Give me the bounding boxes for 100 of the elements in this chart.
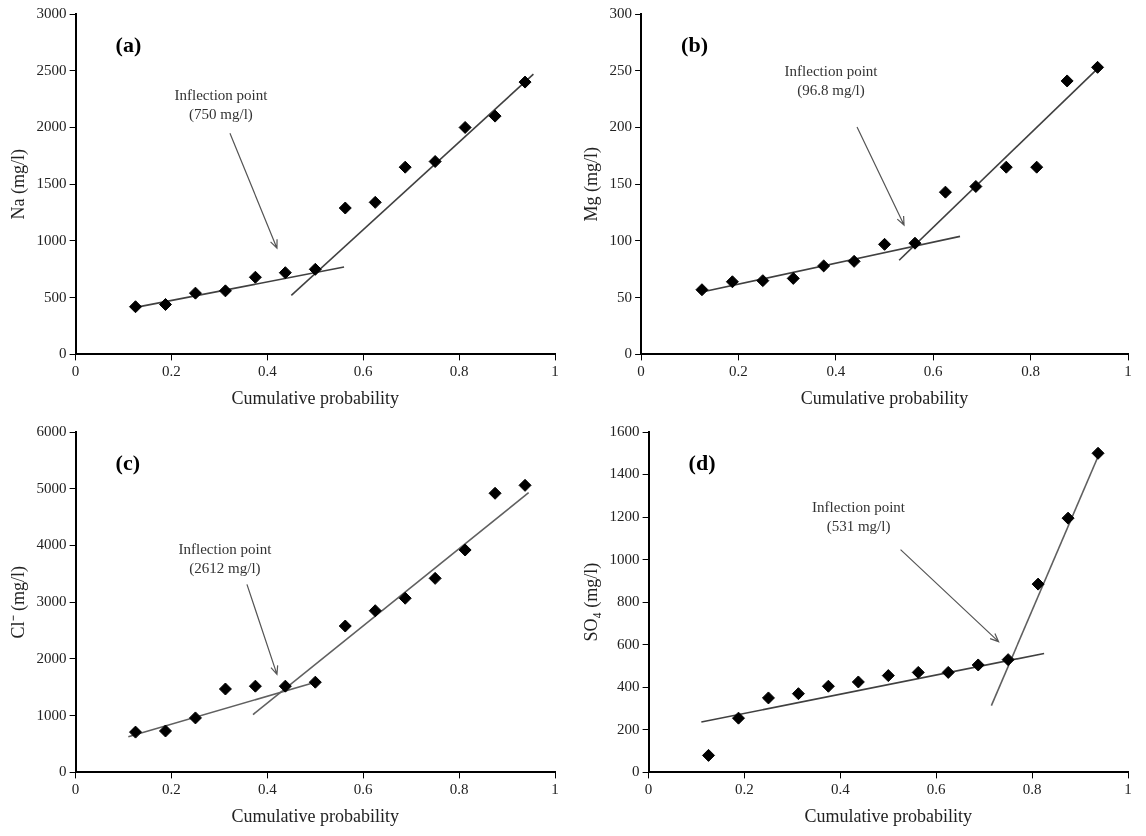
x-tick-label: 0.8 (1022, 781, 1042, 798)
point (218, 682, 232, 696)
y-tick-label: 0 (624, 345, 633, 362)
x-tick-label: 0.2 (735, 781, 754, 798)
point (488, 109, 502, 123)
text: (d) (688, 449, 716, 475)
annotation: Inflection point (2612 mg/l) (178, 540, 273, 577)
y-tick-label: 1200 (609, 508, 640, 525)
point (518, 478, 532, 492)
point (428, 155, 442, 169)
y-tick-label: 1600 (609, 422, 640, 439)
x-axis-title: Cumulative probability (800, 387, 969, 408)
annotation: Inflection point (750 mg/l) (174, 86, 269, 123)
point (1031, 577, 1045, 591)
y-tick-label: 800 (617, 593, 640, 610)
point (1060, 74, 1074, 88)
y-axis-title: Na (mg/l) (7, 148, 29, 220)
x-tick-label: 0.8 (449, 363, 469, 380)
x-tick-label: 0.4 (826, 363, 846, 380)
x-tick-label: 0 (644, 781, 653, 798)
x-tick-label: 0.2 (729, 363, 748, 380)
point (881, 669, 895, 683)
y-tick-label: 500 (44, 288, 67, 305)
point (308, 675, 322, 689)
x-tick-label: 1 (1124, 781, 1132, 798)
point (786, 271, 800, 285)
point (428, 571, 442, 585)
y-tick-label: 3000 (36, 593, 67, 610)
x-tick-label: 0.4 (257, 781, 278, 798)
point (938, 185, 952, 199)
y-tick-label: 1000 (36, 231, 67, 248)
point (999, 160, 1013, 174)
annotation: Inflection point (531 mg/l) (812, 499, 906, 536)
y-axis-title: SO₄ (mg/l) (580, 562, 602, 642)
point (488, 486, 502, 500)
x-tick-label: 0.6 (353, 781, 374, 798)
x-axis-title: Cumulative probability (231, 387, 400, 408)
point (158, 724, 172, 738)
point (248, 679, 262, 693)
y-tick-label: 0 (59, 763, 67, 780)
point (847, 254, 861, 268)
point (851, 675, 865, 689)
y-tick-label: 2000 (36, 118, 67, 135)
text: (c) (115, 449, 141, 475)
x-tick-label: 0.8 (1021, 363, 1040, 380)
point (518, 75, 532, 89)
point (941, 665, 955, 679)
y-tick-label: 50 (617, 288, 633, 305)
point (731, 711, 745, 725)
point (969, 179, 983, 193)
text: (b) (681, 31, 708, 57)
y-tick-label: 2500 (36, 61, 67, 78)
y-tick-label: 100 (609, 231, 633, 248)
point (971, 658, 985, 672)
point (756, 274, 770, 288)
point (398, 591, 412, 605)
y-tick-label: 1500 (36, 175, 67, 192)
y-tick-label: 4000 (36, 536, 67, 553)
y-tick-label: 200 (617, 720, 640, 737)
y-tick-label: 300 (609, 4, 633, 21)
point (398, 160, 412, 174)
y-tick-label: 400 (617, 678, 640, 695)
point (702, 748, 716, 762)
x-tick-label: 0.2 (162, 363, 181, 380)
x-tick-label: 0 (71, 363, 80, 380)
y-tick-label: 600 (617, 635, 640, 652)
point (695, 283, 709, 297)
point (278, 679, 292, 693)
point (761, 691, 775, 705)
text: (a) (115, 31, 142, 57)
point (458, 120, 472, 134)
y-tick-label: 250 (609, 61, 633, 78)
x-tick-label: 0.4 (257, 363, 278, 380)
point (1091, 446, 1105, 460)
x-tick-label: 0.8 (449, 781, 469, 798)
y-axis-title: Mg (mg/l) (580, 146, 602, 222)
y-tick-label: 0 (632, 763, 640, 780)
x-axis-title: Cumulative probability (231, 805, 400, 826)
point (278, 266, 292, 280)
point (1030, 160, 1044, 174)
x-tick-label: 0.6 (923, 363, 944, 380)
point (368, 195, 382, 209)
y-tick-label: 1000 (609, 550, 640, 567)
point (158, 297, 172, 311)
point (188, 286, 202, 300)
point (821, 679, 835, 693)
y-tick-label: 0 (59, 345, 67, 362)
point (725, 275, 739, 289)
x-tick-label: 1 (1124, 363, 1132, 380)
y-tick-label: 2000 (36, 649, 67, 666)
point (1091, 60, 1105, 74)
x-tick-label: 1 (551, 363, 559, 380)
annotation: Inflection point (96.8 mg/l) (784, 63, 879, 100)
point (218, 284, 232, 298)
x-tick-label: 0.6 (926, 781, 947, 798)
x-tick-label: 0.2 (162, 781, 181, 798)
point (129, 725, 143, 739)
point (911, 665, 925, 679)
point (791, 687, 805, 701)
point (129, 300, 143, 314)
